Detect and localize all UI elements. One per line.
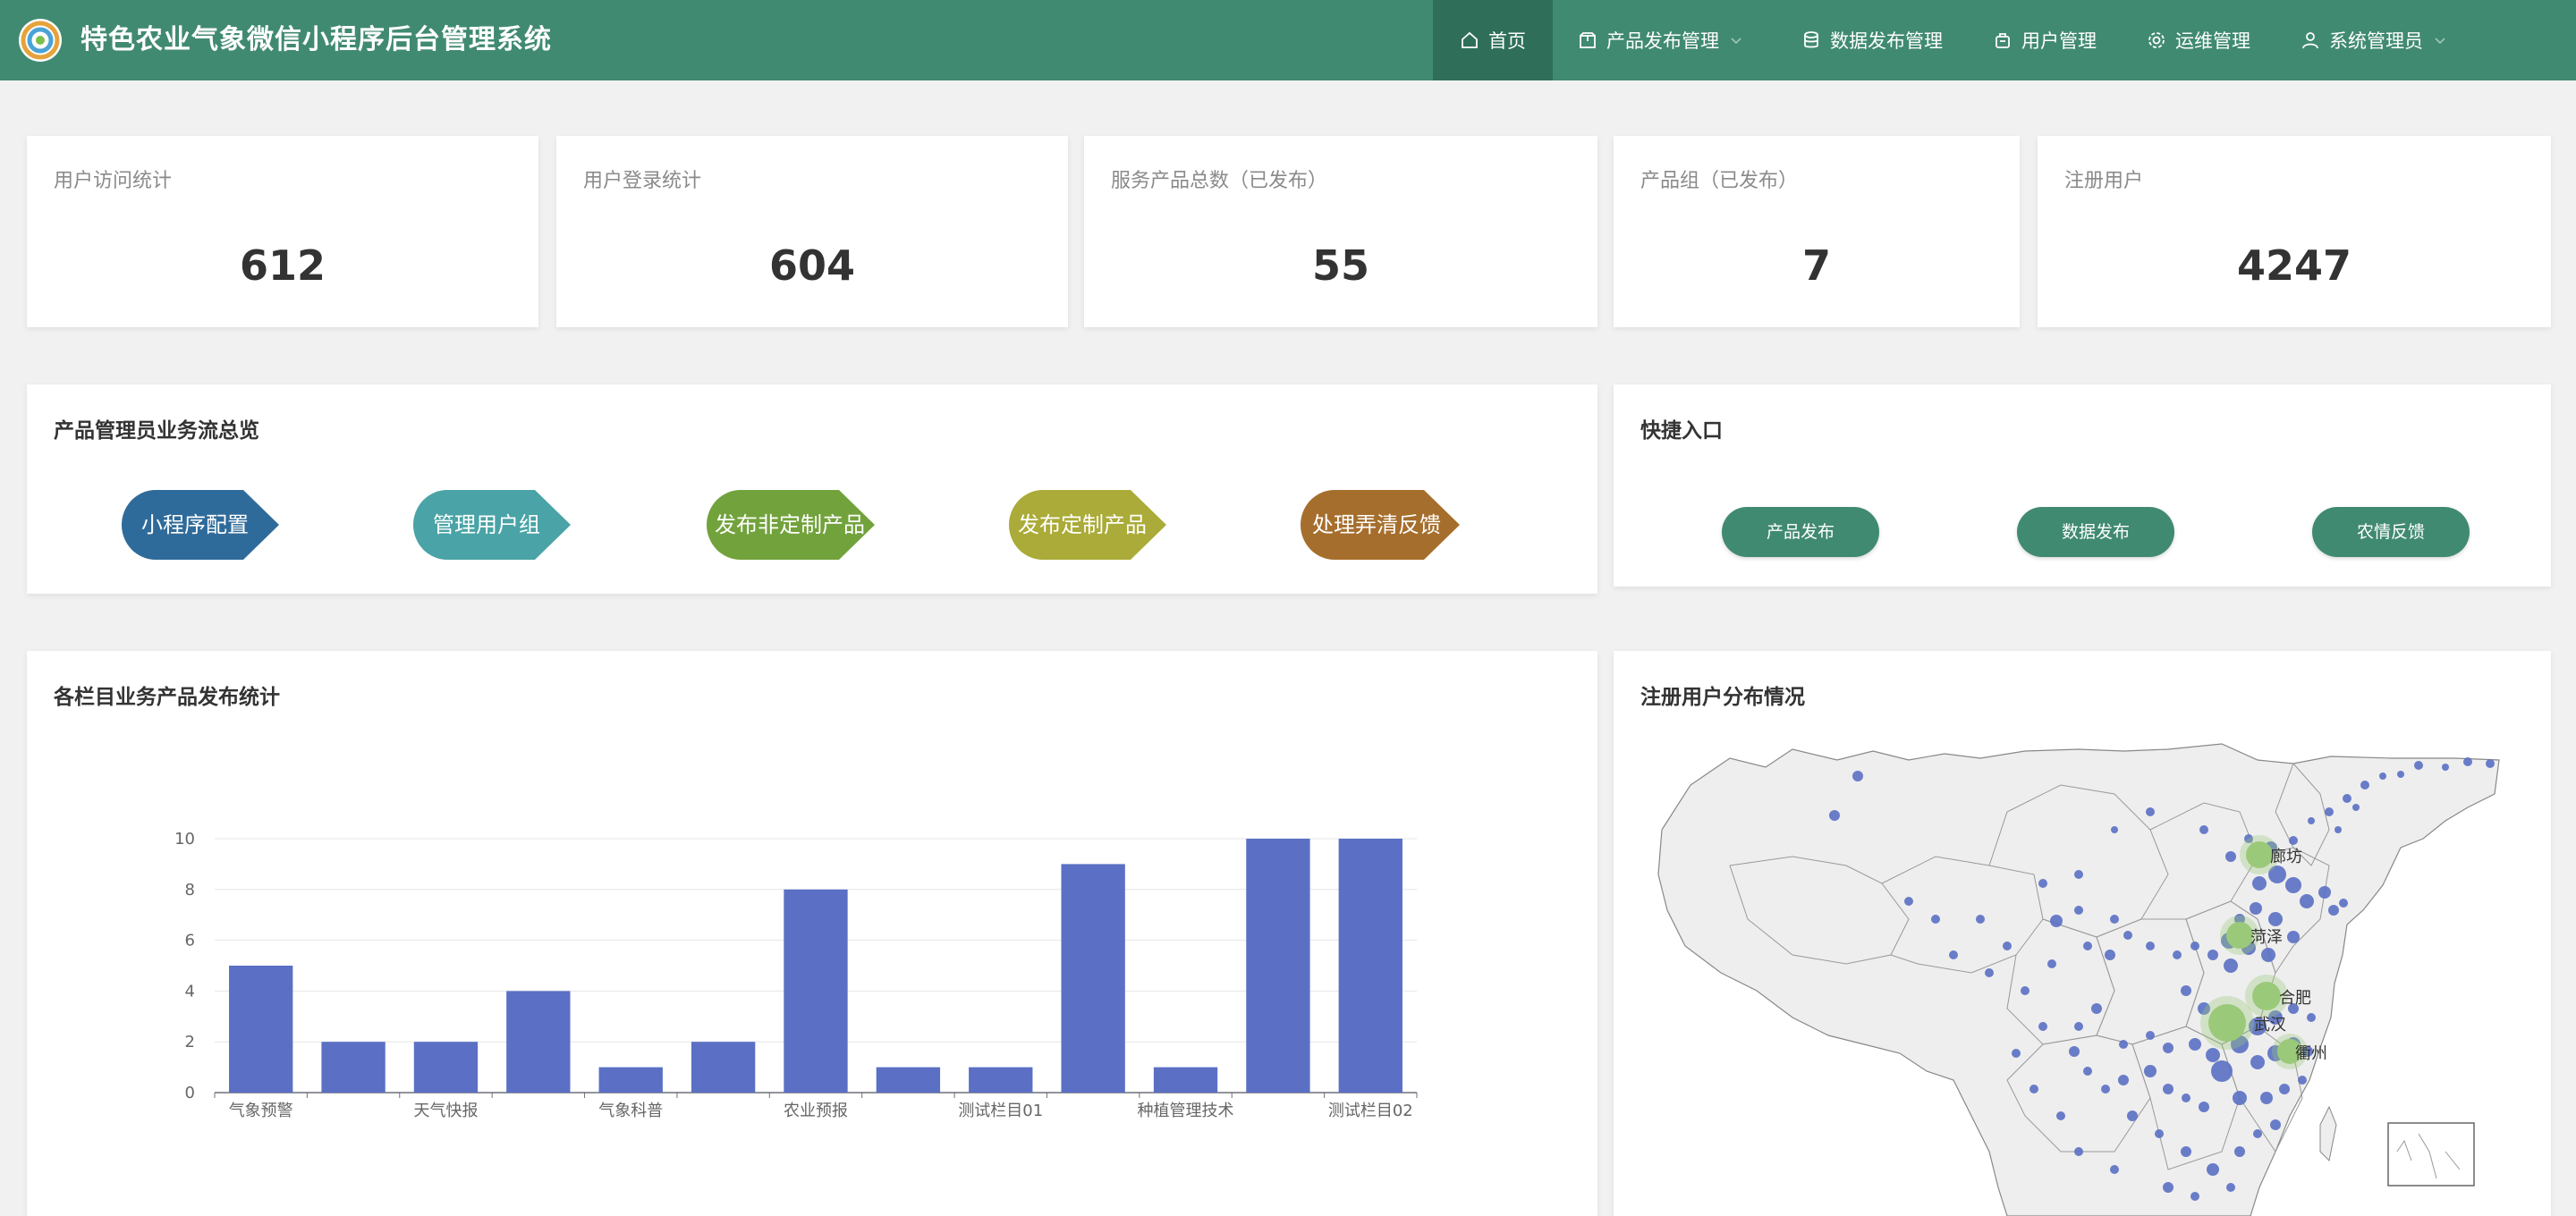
map-title: 注册用户分布情况 <box>1640 686 1805 709</box>
city-markers <box>2200 835 2308 1069</box>
package-icon <box>1580 32 1596 48</box>
chevron-down-icon <box>2435 38 2445 45</box>
flow-step-label: 处理弄清反馈 <box>1312 512 1441 537</box>
stat-card-visits: 用户访问统计 612 <box>27 136 538 327</box>
stat-value: 612 <box>239 241 326 290</box>
nav-label: 产品发布管理 <box>1606 30 1719 52</box>
nav-label: 数据发布管理 <box>1830 30 1943 52</box>
stat-card-logins: 用户登录统计 604 <box>556 136 1068 327</box>
city-label: 廊坊 <box>2270 848 2302 866</box>
city-label: 菏泽 <box>2250 928 2283 947</box>
flow-step-label: 管理用户组 <box>433 512 540 537</box>
workflow-card: 产品管理员业务流总览 <box>27 384 1597 594</box>
flow-step-publish-custom[interactable]: 发布定制产品 <box>1009 490 1166 560</box>
stat-card-products: 服务产品总数（已发布） 55 <box>1084 136 1597 327</box>
quick-entry-title: 快捷入口 <box>1640 419 1723 443</box>
main-nav: 首页 产品发布管理 数据发布管理 用户管理 运维管理 系统管理员 <box>1433 0 2480 80</box>
nav-item-data-publish[interactable]: 数据发布管理 <box>1776 0 1968 80</box>
stat-label: 用户访问统计 <box>54 170 173 192</box>
stat-label: 产品组（已发布） <box>1640 170 1799 192</box>
quick-button-data-publish[interactable]: 数据发布 <box>2017 507 2174 557</box>
workflow-title: 产品管理员业务流总览 <box>54 419 259 443</box>
city-label: 武汉 <box>2254 1016 2286 1034</box>
nav-item-user-manage[interactable]: 用户管理 <box>1968 0 2122 80</box>
flow-step-user-group[interactable]: 管理用户组 <box>413 490 571 560</box>
nav-label: 运维管理 <box>2175 30 2250 52</box>
logo-icon <box>18 18 63 63</box>
nav-label: 系统管理员 <box>2329 30 2423 52</box>
map-card: 注册用户分布情况 <box>1614 651 2551 1216</box>
stat-value: 604 <box>768 241 856 290</box>
flow-step-label: 小程序配置 <box>141 512 249 537</box>
stat-label: 用户登录统计 <box>583 170 702 192</box>
stat-label: 注册用户 <box>2064 170 2144 192</box>
quick-button-feedback[interactable]: 农情反馈 <box>2312 507 2470 557</box>
chart-card: 各栏目业务产品发布统计 <box>27 651 1597 1216</box>
flow-step-label: 发布定制产品 <box>1018 512 1147 537</box>
app-title: 特色农业气象微信小程序后台管理系统 <box>80 24 552 55</box>
users-icon <box>1996 33 2010 48</box>
stat-card-product-groups: 产品组（已发布） 7 <box>1614 136 2020 327</box>
chevron-down-icon <box>1731 38 1741 45</box>
nav-item-admin[interactable]: 系统管理员 <box>2275 0 2480 80</box>
user-icon <box>2302 32 2318 49</box>
stat-value: 55 <box>1311 241 1369 290</box>
stat-card-registered-users: 注册用户 4247 <box>2038 136 2551 327</box>
gear-icon <box>2148 32 2165 48</box>
home-icon <box>1462 31 1478 48</box>
stat-label: 服务产品总数（已发布） <box>1111 170 1328 192</box>
stat-value: 4247 <box>2236 241 2352 290</box>
quick-button-product-publish[interactable]: 产品发布 <box>1722 507 1879 557</box>
city-label: 衢州 <box>2295 1044 2327 1063</box>
flow-step-miniapp-config[interactable]: 小程序配置 <box>122 490 279 560</box>
chart-title: 各栏目业务产品发布统计 <box>54 686 280 709</box>
city-label: 合肥 <box>2279 989 2311 1008</box>
flow-step-feedback[interactable]: 处理弄清反馈 <box>1301 490 1460 560</box>
stat-value: 7 <box>1801 241 1831 290</box>
nav-label: 首页 <box>1488 30 1526 52</box>
nav-item-home[interactable]: 首页 <box>1433 0 1553 80</box>
nav-item-ops-manage[interactable]: 运维管理 <box>2122 0 2275 80</box>
map-region <box>1657 743 2500 1216</box>
user-dots <box>1829 757 2495 1201</box>
database-icon <box>1804 31 1818 48</box>
top-header: 特色农业气象微信小程序后台管理系统 首页 产品发布管理 数据发布管理 用户管理 … <box>0 0 2576 80</box>
flow-step-label: 发布非定制产品 <box>715 512 865 537</box>
flow-step-publish-generic[interactable]: 发布非定制产品 <box>707 490 875 560</box>
nav-item-product-publish[interactable]: 产品发布管理 <box>1553 0 1776 80</box>
nav-label: 用户管理 <box>2021 30 2097 52</box>
user-distribution-map[interactable]: 廊坊 菏泽 合肥 武汉 衢州 <box>1614 651 2551 1216</box>
